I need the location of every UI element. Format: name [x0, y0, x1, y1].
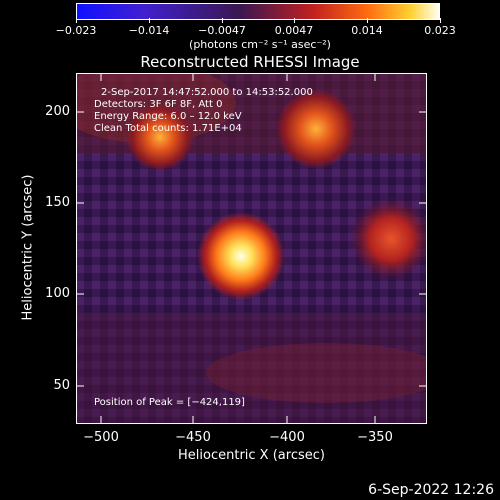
colorbar-tick-mark — [294, 18, 295, 23]
x-axis-label: Heliocentric X (arcsec) — [178, 448, 325, 463]
colorbar-tick-label: −0.023 — [55, 24, 97, 37]
y-tick-label: 200 — [45, 104, 70, 119]
colorbar-units-label: (photons cm⁻² s⁻¹ asec⁻²) — [189, 38, 331, 51]
energy-range-text: Energy Range: 6.0 – 12.0 keV — [94, 111, 242, 122]
colorbar-tick-mark — [76, 18, 77, 23]
colorbar-tick-label: −0.014 — [128, 24, 170, 37]
colorbar-tick-label: 0.0047 — [274, 24, 314, 37]
x-tick-label: −350 — [357, 430, 393, 445]
x-tick-label: −450 — [175, 430, 211, 445]
detectors-text: Detectors: 3F 6F 8F, Att 0 — [94, 99, 223, 110]
rhessi-image: 2-Sep-2017 14:47:52.000 to 14:53:52.000 … — [76, 73, 427, 424]
image-canvas — [76, 73, 427, 424]
colorbar-tick-mark — [149, 18, 150, 23]
colorbar-tick-label: 0.014 — [351, 24, 383, 37]
datestamp: 6-Sep-2022 12:26 — [368, 482, 494, 498]
colorbar-tick-mark — [440, 18, 441, 23]
colorbar-tick-mark — [222, 18, 223, 23]
colorbar — [76, 3, 440, 20]
y-tick-label: 50 — [53, 378, 70, 393]
y-axis-label: Heliocentric Y (arcsec) — [20, 174, 36, 321]
y-tick-label: 100 — [45, 286, 70, 301]
colorbar-tick-mark — [367, 18, 368, 23]
x-tick-label: −500 — [83, 430, 119, 445]
peak-position-text: Position of Peak = [−424,119] — [94, 397, 245, 408]
colorbar-tick-label: 0.023 — [424, 24, 456, 37]
clean-counts-text: Clean Total counts: 1.71E+04 — [94, 123, 242, 134]
time-range-text: 2-Sep-2017 14:47:52.000 to 14:53:52.000 — [101, 87, 313, 98]
image-title: Reconstructed RHESSI Image — [140, 53, 360, 71]
x-tick-label: −400 — [269, 430, 305, 445]
colorbar-tick-label: −0.0047 — [198, 24, 246, 37]
y-tick-label: 150 — [45, 195, 70, 210]
